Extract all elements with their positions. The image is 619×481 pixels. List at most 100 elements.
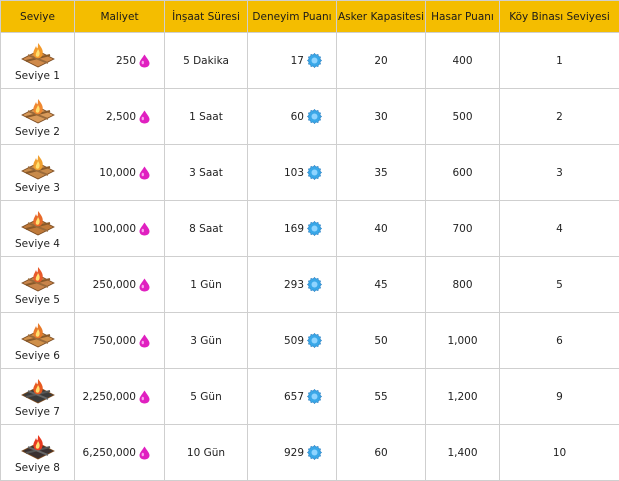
experience-cell: 293 (248, 257, 337, 313)
experience-value: 169 (284, 223, 304, 235)
experience-value: 929 (284, 447, 304, 459)
cost-cell: 6,250,000 (75, 425, 165, 481)
cost-value: 2,250,000 (83, 391, 136, 403)
header-experience: Deneyim Puanı (248, 1, 337, 33)
cost-value: 250 (116, 55, 136, 67)
experience-value: 17 (291, 55, 304, 67)
cost-cell: 2,500 (75, 89, 165, 145)
capacity-cell: 40 (337, 201, 426, 257)
experience-value: 60 (291, 111, 304, 123)
townhall-level-cell: 10 (500, 425, 619, 481)
townhall-level-cell: 2 (500, 89, 619, 145)
level-cell: Seviye 2 (1, 89, 75, 145)
cost-cell: 100,000 (75, 201, 165, 257)
level-label: Seviye 5 (1, 294, 74, 306)
build-time-cell: 5 Dakika (165, 33, 248, 89)
level-cell: Seviye 3 (1, 145, 75, 201)
level-label: Seviye 7 (1, 406, 74, 418)
build-time-cell: 3 Gün (165, 313, 248, 369)
experience-value: 657 (284, 391, 304, 403)
xp-star-icon (307, 277, 322, 292)
elixir-drop-icon (139, 334, 150, 348)
capacity-cell: 20 (337, 33, 426, 89)
header-row: Seviye Maliyet İnşaat Süresi Deneyim Pua… (1, 1, 619, 33)
army-camp-icon (18, 151, 58, 181)
hitpoints-cell: 600 (426, 145, 500, 201)
cost-value: 6,250,000 (83, 447, 136, 459)
header-build-time: İnşaat Süresi (165, 1, 248, 33)
xp-star-icon (307, 221, 322, 236)
hitpoints-cell: 400 (426, 33, 500, 89)
experience-cell: 509 (248, 313, 337, 369)
cost-value: 2,500 (106, 111, 136, 123)
level-label: Seviye 1 (1, 70, 74, 82)
townhall-level-cell: 9 (500, 369, 619, 425)
army-camp-icon (18, 375, 58, 405)
army-camp-icon (18, 319, 58, 349)
elixir-drop-icon (139, 110, 150, 124)
build-time-cell: 1 Saat (165, 89, 248, 145)
level-cell: Seviye 1 (1, 33, 75, 89)
townhall-level-cell: 1 (500, 33, 619, 89)
experience-value: 509 (284, 335, 304, 347)
cost-value: 10,000 (99, 167, 136, 179)
elixir-drop-icon (139, 166, 150, 180)
hitpoints-cell: 1,400 (426, 425, 500, 481)
level-cell: Seviye 7 (1, 369, 75, 425)
experience-cell: 657 (248, 369, 337, 425)
hitpoints-cell: 500 (426, 89, 500, 145)
xp-star-icon (307, 53, 322, 68)
level-label: Seviye 2 (1, 126, 74, 138)
experience-cell: 103 (248, 145, 337, 201)
cost-cell: 250 (75, 33, 165, 89)
army-camp-icon (18, 431, 58, 461)
header-townhall-level: Köy Binası Seviyesi (500, 1, 619, 33)
army-camp-icon (18, 263, 58, 293)
elixir-drop-icon (139, 390, 150, 404)
army-camp-icon (18, 39, 58, 69)
experience-cell: 60 (248, 89, 337, 145)
capacity-cell: 45 (337, 257, 426, 313)
experience-cell: 929 (248, 425, 337, 481)
level-label: Seviye 6 (1, 350, 74, 362)
cost-value: 100,000 (93, 223, 136, 235)
capacity-cell: 60 (337, 425, 426, 481)
townhall-level-cell: 6 (500, 313, 619, 369)
header-hitpoints: Hasar Puanı (426, 1, 500, 33)
cost-cell: 750,000 (75, 313, 165, 369)
level-label: Seviye 8 (1, 462, 74, 474)
capacity-cell: 55 (337, 369, 426, 425)
hitpoints-cell: 700 (426, 201, 500, 257)
xp-star-icon (307, 333, 322, 348)
capacity-cell: 35 (337, 145, 426, 201)
townhall-level-cell: 4 (500, 201, 619, 257)
build-time-cell: 10 Gün (165, 425, 248, 481)
capacity-cell: 50 (337, 313, 426, 369)
xp-star-icon (307, 389, 322, 404)
elixir-drop-icon (139, 222, 150, 236)
capacity-cell: 30 (337, 89, 426, 145)
xp-star-icon (307, 445, 322, 460)
build-time-cell: 1 Gün (165, 257, 248, 313)
townhall-level-cell: 5 (500, 257, 619, 313)
cost-cell: 250,000 (75, 257, 165, 313)
level-cell: Seviye 5 (1, 257, 75, 313)
army-camp-icon (18, 95, 58, 125)
experience-value: 293 (284, 279, 304, 291)
build-time-cell: 3 Saat (165, 145, 248, 201)
header-level: Seviye (1, 1, 75, 33)
cost-value: 250,000 (93, 279, 136, 291)
build-time-cell: 5 Gün (165, 369, 248, 425)
cost-cell: 10,000 (75, 145, 165, 201)
elixir-drop-icon (139, 446, 150, 460)
cost-value: 750,000 (93, 335, 136, 347)
xp-star-icon (307, 165, 322, 180)
experience-cell: 169 (248, 201, 337, 257)
